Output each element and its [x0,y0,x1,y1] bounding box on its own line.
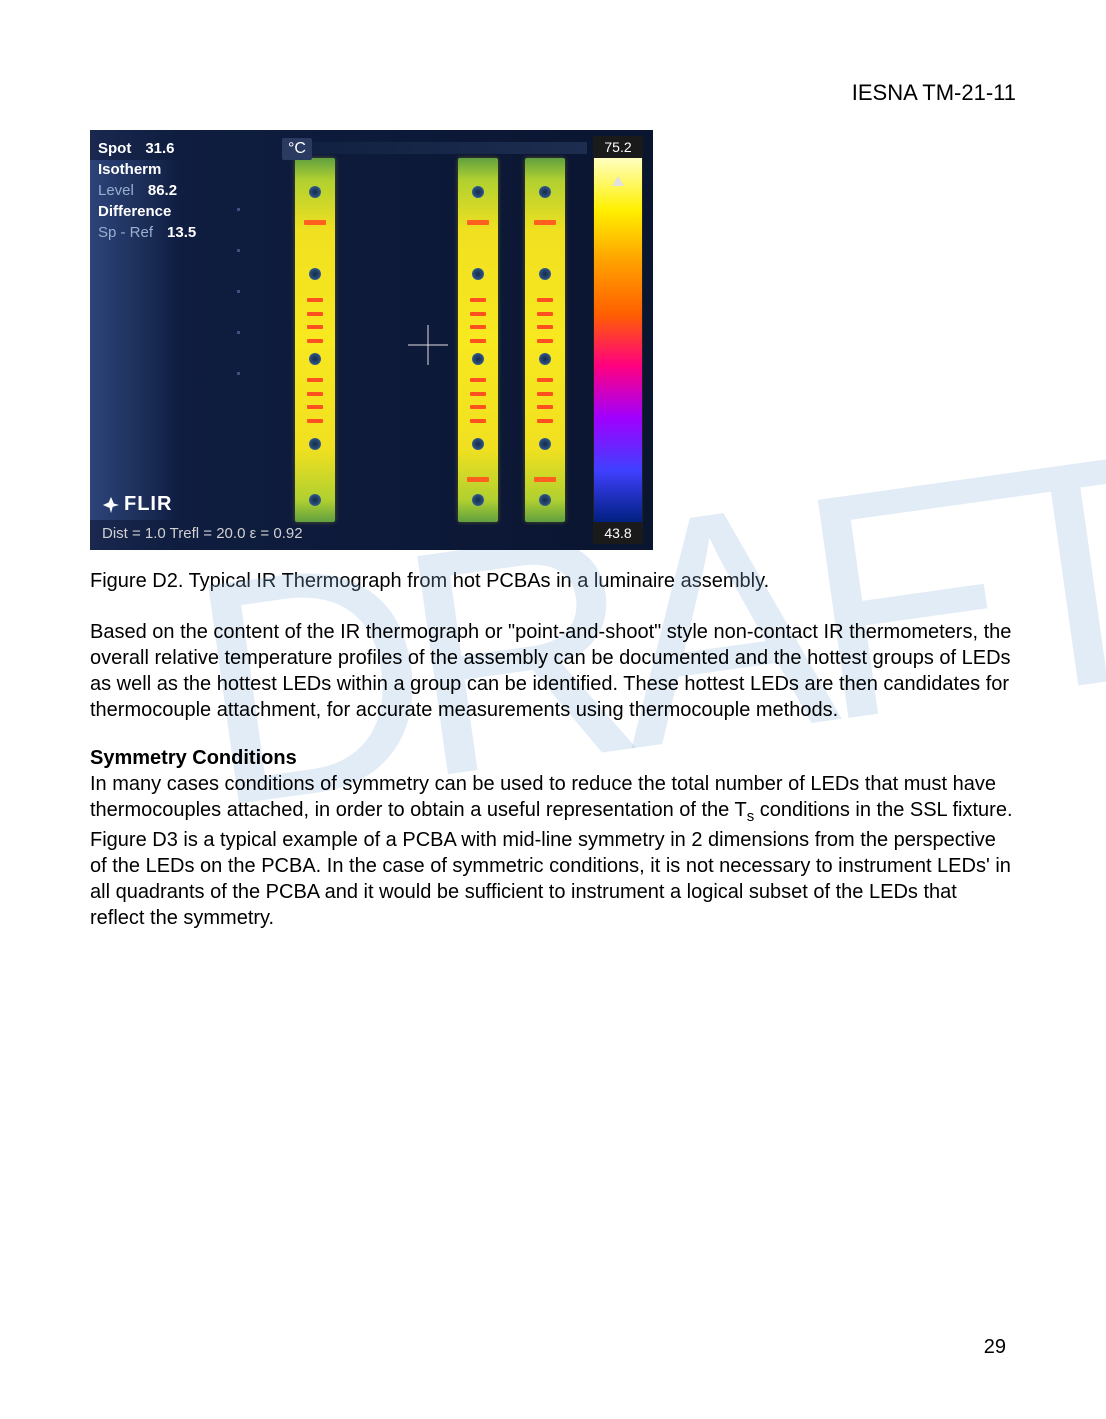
crosshair-marker [408,325,448,365]
scale-max-value: 75.2 [593,136,643,158]
spref-value: 13.5 [167,222,196,243]
thermal-thermograph-figure: Spot 31.6 Isotherm Level 86.2 Difference S… [90,130,653,550]
flir-icon [102,496,120,514]
pcba-strip-2 [458,158,498,522]
scale-marker-icon [612,176,624,186]
page-number: 29 [984,1336,1006,1359]
difference-label: Difference [98,201,171,222]
temperature-unit: °C [282,138,312,160]
paragraph-1: Based on the content of the IR thermogra… [90,619,1016,723]
section-heading: Symmetry Conditions [90,747,297,769]
flir-logo-text: FLIR [124,493,172,516]
scale-min-value: 43.8 [593,522,643,544]
pcba-strip-3 [525,158,565,522]
scale-gradient [593,158,643,522]
figure-caption: Figure D2. Typical IR Thermograph from h… [90,570,1016,593]
thermal-readout-panel: Spot 31.6 Isotherm Level 86.2 Difference S… [98,138,196,243]
level-value: 86.2 [148,180,177,201]
thermal-params: Dist = 1.0 Trefl = 20.0 ε = 0.92 [102,525,303,542]
isotherm-label: Isotherm [98,159,161,180]
spot-value: 31.6 [145,138,174,159]
doc-id-header: IESNA TM-21-11 [90,80,1016,106]
cool-dots-left [235,170,241,510]
symmetry-section: Symmetry Conditions In many cases condit… [90,745,1016,931]
level-label: Level [98,180,134,201]
thermal-color-scale: 75.2 43.8 [593,136,643,544]
flir-logo: FLIR [102,493,172,516]
spot-label: Spot [98,138,131,159]
pcba-strip-1 [295,158,335,522]
thermal-top-edge [290,142,587,154]
spref-label: Sp - Ref [98,222,153,243]
